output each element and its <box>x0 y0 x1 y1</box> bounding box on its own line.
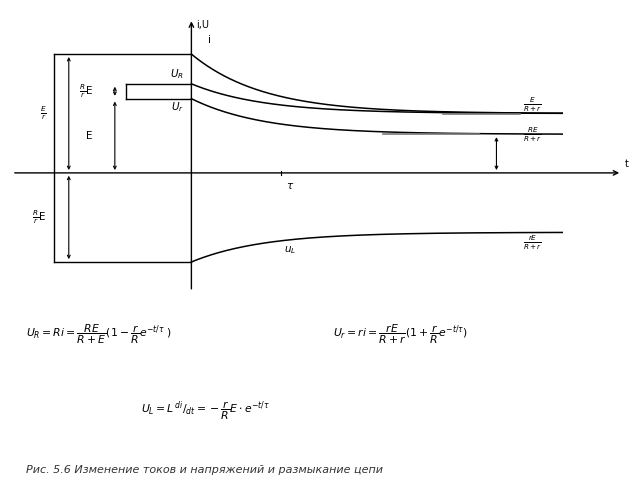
Text: i,U: i,U <box>196 20 209 30</box>
Text: $U_R = Ri = \dfrac{RE}{R+E}(1 - \dfrac{r}{R}e^{-t/\tau}\ )$: $U_R = Ri = \dfrac{RE}{R+E}(1 - \dfrac{r… <box>26 323 172 346</box>
Text: $\tau$: $\tau$ <box>286 181 294 191</box>
Text: $U_r = ri = \dfrac{rE}{R+r}(1 + \dfrac{r}{R}e^{-t/\tau})$: $U_r = ri = \dfrac{rE}{R+r}(1 + \dfrac{r… <box>333 323 468 346</box>
Text: $\frac{R}{r}$E: $\frac{R}{r}$E <box>33 208 47 226</box>
Text: $\frac{RE}{R+r}$: $\frac{RE}{R+r}$ <box>524 125 543 144</box>
Text: $U_L = L\,^{di}/_{dt} = -\dfrac{r}{R}E \cdot e^{-t/\tau}$: $U_L = L\,^{di}/_{dt} = -\dfrac{r}{R}E \… <box>141 399 269 422</box>
Text: i: i <box>208 35 211 45</box>
Text: $\frac{rE}{R+r}$: $\frac{rE}{R+r}$ <box>524 233 543 252</box>
Text: E: E <box>86 131 93 141</box>
Text: $u_L$: $u_L$ <box>284 244 296 256</box>
Text: $\frac{R}{r}$E: $\frac{R}{r}$E <box>79 83 93 100</box>
Text: Рис. 5.6 Изменение токов и напряжений и размыкание цепи: Рис. 5.6 Изменение токов и напряжений и … <box>26 465 383 475</box>
Text: t: t <box>625 159 629 169</box>
Text: $\frac{E}{r}$: $\frac{E}{r}$ <box>40 105 47 122</box>
Text: $\frac{E}{R+r}$: $\frac{E}{R+r}$ <box>524 96 543 114</box>
Text: $U_r$: $U_r$ <box>172 100 184 114</box>
Text: $U_R$: $U_R$ <box>170 68 184 82</box>
